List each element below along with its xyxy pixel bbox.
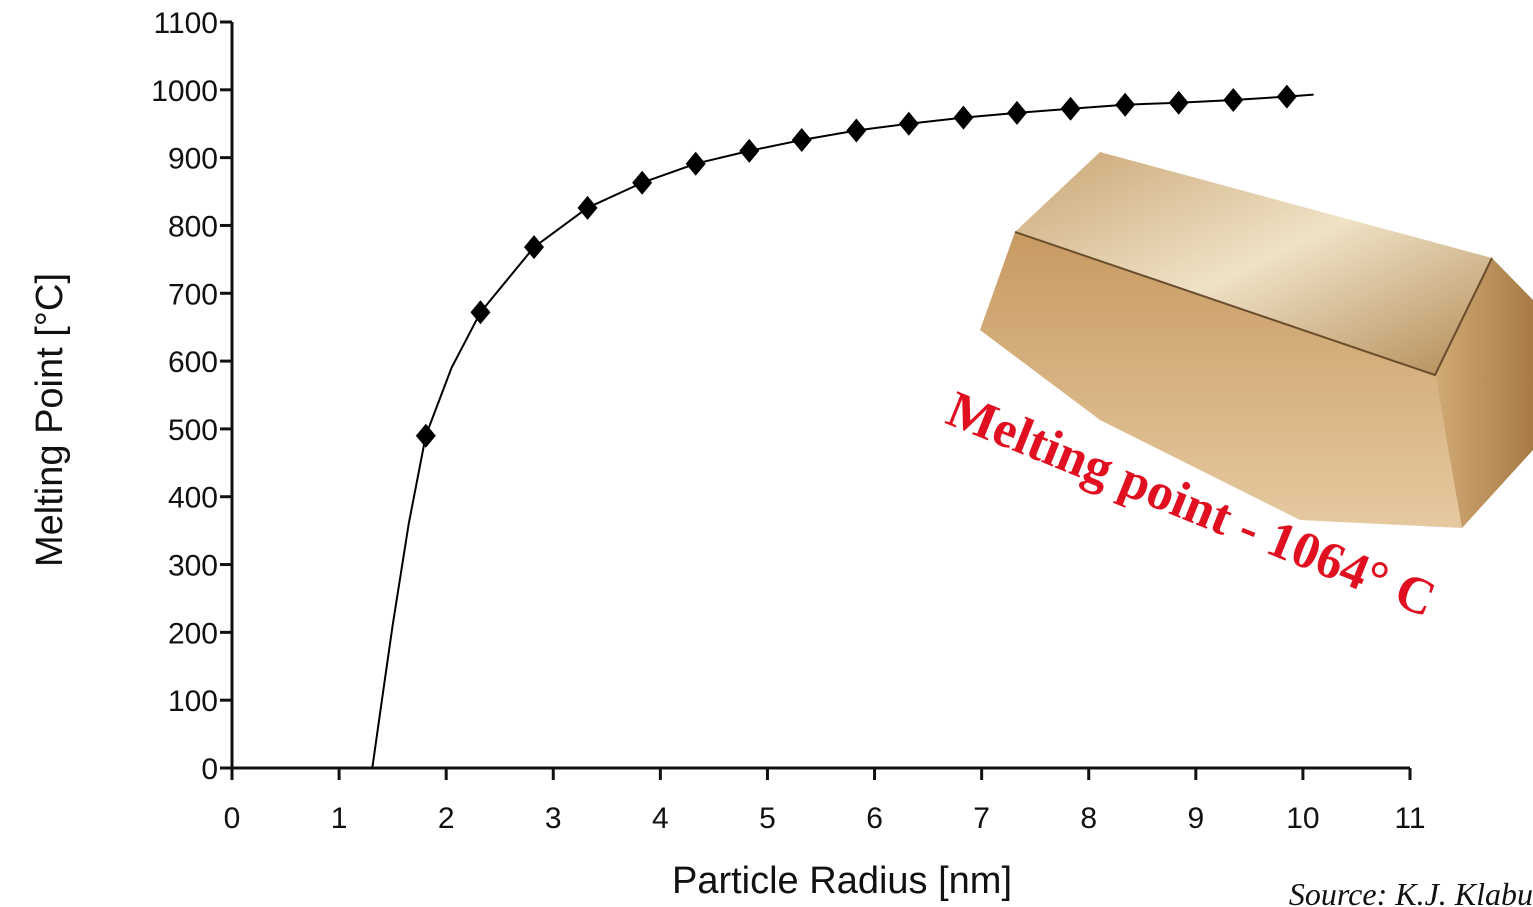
y-tick-label: 300 <box>168 550 218 583</box>
x-axis-label: Particle Radius [nm] <box>672 860 1012 902</box>
data-point <box>1060 96 1081 121</box>
data-point <box>470 300 491 325</box>
x-tick-label: 2 <box>438 802 455 835</box>
y-tick-label: 800 <box>168 210 218 243</box>
x-tick-label: 9 <box>1187 802 1204 835</box>
x-tick-label: 11 <box>1394 802 1425 835</box>
y-tick-label: 900 <box>168 143 218 176</box>
data-point <box>1006 100 1027 125</box>
data-point <box>415 423 436 448</box>
y-tick-label: 700 <box>168 278 218 311</box>
data-point <box>1115 92 1136 117</box>
y-tick-label: 1000 <box>151 75 218 108</box>
data-point <box>953 105 974 130</box>
x-tick-label: 4 <box>652 802 669 835</box>
data-point <box>632 170 653 195</box>
x-tick-label: 0 <box>224 802 241 835</box>
y-tick-label: 600 <box>168 346 218 379</box>
y-tick-label: 400 <box>168 482 218 515</box>
x-tick-label: 1 <box>331 802 348 835</box>
x-tick-label: 7 <box>973 802 990 835</box>
x-tick-label: 8 <box>1080 802 1097 835</box>
y-axis-label: Melting Point [°C] <box>29 273 71 567</box>
data-point <box>577 195 598 220</box>
data-point <box>1223 87 1244 112</box>
data-point <box>739 138 760 163</box>
source: Source: K.J. Klabu <box>1289 876 1533 907</box>
x-tick-label: 10 <box>1286 802 1319 835</box>
data-point <box>791 128 812 153</box>
gold-bar <box>980 152 1533 528</box>
x-tick-label: 5 <box>759 802 776 835</box>
data-point <box>1168 90 1189 115</box>
data-point <box>1276 84 1297 109</box>
y-tick-label: 1100 <box>153 7 218 40</box>
x-tick-label: 6 <box>866 802 883 835</box>
y-tick-label: 100 <box>168 685 218 718</box>
data-point <box>898 111 919 136</box>
data-point <box>846 118 867 143</box>
data-point <box>685 151 706 176</box>
x-tick-label: 3 <box>545 802 562 835</box>
data-point <box>523 235 544 260</box>
y-tick-label: 0 <box>201 753 218 786</box>
y-tick-label: 500 <box>168 414 218 447</box>
y-tick-label: 200 <box>168 617 218 650</box>
